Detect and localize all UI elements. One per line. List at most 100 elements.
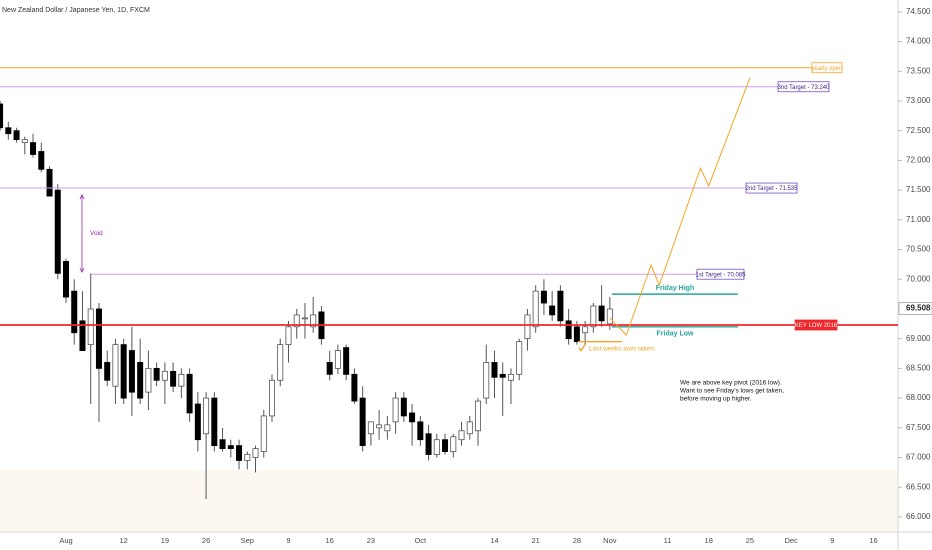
note-text: Want to see Friday's lows get taken,: [680, 388, 784, 395]
x-tick-label: 26: [202, 536, 210, 545]
last-price-box: [898, 302, 932, 315]
candle-body: [95, 308, 102, 369]
y-tick-label: 67.000: [906, 453, 931, 462]
candle-body: [409, 412, 416, 423]
candle-body: [161, 370, 168, 381]
x-tick-label: Oct: [414, 536, 427, 545]
candle-body: [590, 305, 597, 328]
x-tick-label: 28: [573, 536, 581, 545]
candle-body: [260, 415, 267, 452]
candle-body: [112, 344, 119, 387]
level-label-box: [745, 182, 798, 194]
candle-body: [359, 397, 366, 447]
candle-body: [153, 367, 160, 381]
candle-body: [474, 400, 481, 432]
y-tick-label: 73.000: [906, 96, 931, 105]
candle-body: [71, 290, 78, 334]
candle-body: [38, 151, 45, 170]
candle-body: [499, 373, 506, 378]
candle-body: [326, 362, 333, 375]
x-tick-label: Sep: [241, 536, 254, 545]
y-tick-label: 66.500: [906, 482, 931, 491]
y-tick-label: 67.500: [906, 423, 931, 432]
candle-body: [268, 379, 275, 417]
void-arrow-head: [79, 193, 85, 200]
candle-body: [244, 454, 251, 461]
candle-body: [392, 397, 399, 423]
candle-body: [573, 326, 580, 343]
x-tick-label: 16: [326, 536, 334, 545]
candle-body: [63, 261, 70, 298]
candle-body: [343, 347, 350, 375]
level-label: Friday Low: [657, 331, 695, 338]
candle-body: [417, 421, 424, 441]
candle-body: [46, 168, 53, 197]
candle-body: [30, 142, 37, 155]
candle-body: [400, 397, 407, 417]
level-label: KEY LOW 2016: [795, 323, 838, 329]
y-tick-label: 72.500: [906, 126, 931, 135]
y-tick-label: 70.000: [906, 274, 931, 283]
note-text: before moving up higher.: [680, 396, 752, 403]
candle-body: [565, 320, 572, 340]
level-label: yearly open: [811, 66, 842, 72]
candle-body: [491, 362, 498, 378]
level-label: Last weeks lows taken.: [589, 345, 656, 352]
candle-body: [582, 326, 589, 334]
candle-body: [433, 439, 440, 455]
x-tick-label: 23: [367, 536, 375, 545]
candle-body: [194, 403, 201, 441]
y-tick-label: 74.000: [906, 37, 931, 46]
candle-body: [203, 397, 210, 435]
check-mark: [578, 344, 586, 352]
candle-body: [367, 421, 374, 435]
x-tick-label: Nov: [603, 536, 617, 545]
candle-body: [598, 305, 605, 322]
note-text: We are above key pivot (2016 low).: [680, 380, 782, 387]
candle-body: [211, 397, 218, 447]
y-tick-label: 70.500: [906, 245, 931, 254]
level-label-box: [794, 319, 838, 331]
candle-body: [458, 430, 465, 441]
candle-body: [301, 317, 308, 320]
level-label: Friday High: [656, 285, 695, 292]
candle-body: [507, 373, 514, 381]
level-label: 1st Target - 70.085: [696, 272, 747, 278]
candle-body: [466, 421, 473, 435]
y-tick-label: 71.000: [906, 215, 931, 224]
candle-body: [483, 362, 490, 399]
x-tick-label: Aug: [59, 536, 72, 545]
candle-body: [137, 362, 144, 399]
candle-body: [5, 127, 12, 135]
x-tick-label: 18: [705, 536, 713, 545]
candle-body: [186, 373, 193, 414]
y-tick-label: 73.500: [906, 66, 931, 75]
candle-body: [79, 320, 86, 351]
y-tick-label: 68.000: [906, 393, 931, 402]
level-label-box: [696, 268, 745, 280]
candle-body: [277, 344, 284, 381]
candle-body: [524, 314, 531, 340]
range-zone: [0, 470, 898, 532]
candle-body: [549, 305, 556, 316]
level-label-box: [777, 81, 830, 93]
candle-body: [227, 445, 234, 449]
candle-body: [606, 308, 613, 325]
level-label: 3nd Target - 73.240: [778, 85, 831, 91]
chart-title: New Zealand Dollar / Japanese Yen, 1D, F…: [2, 7, 150, 14]
candle-body: [293, 314, 300, 328]
candle-body: [128, 350, 135, 393]
candle-body: [252, 448, 259, 458]
x-tick-label: 21: [532, 536, 540, 545]
candle-body: [104, 362, 111, 381]
projection-path: [609, 77, 751, 337]
candle-body: [219, 439, 226, 449]
candle-body: [310, 314, 317, 328]
candle-body: [557, 290, 564, 322]
candle-body: [13, 130, 20, 141]
candle-body: [21, 139, 28, 144]
candle-body: [170, 370, 177, 387]
candle-body: [532, 290, 539, 328]
